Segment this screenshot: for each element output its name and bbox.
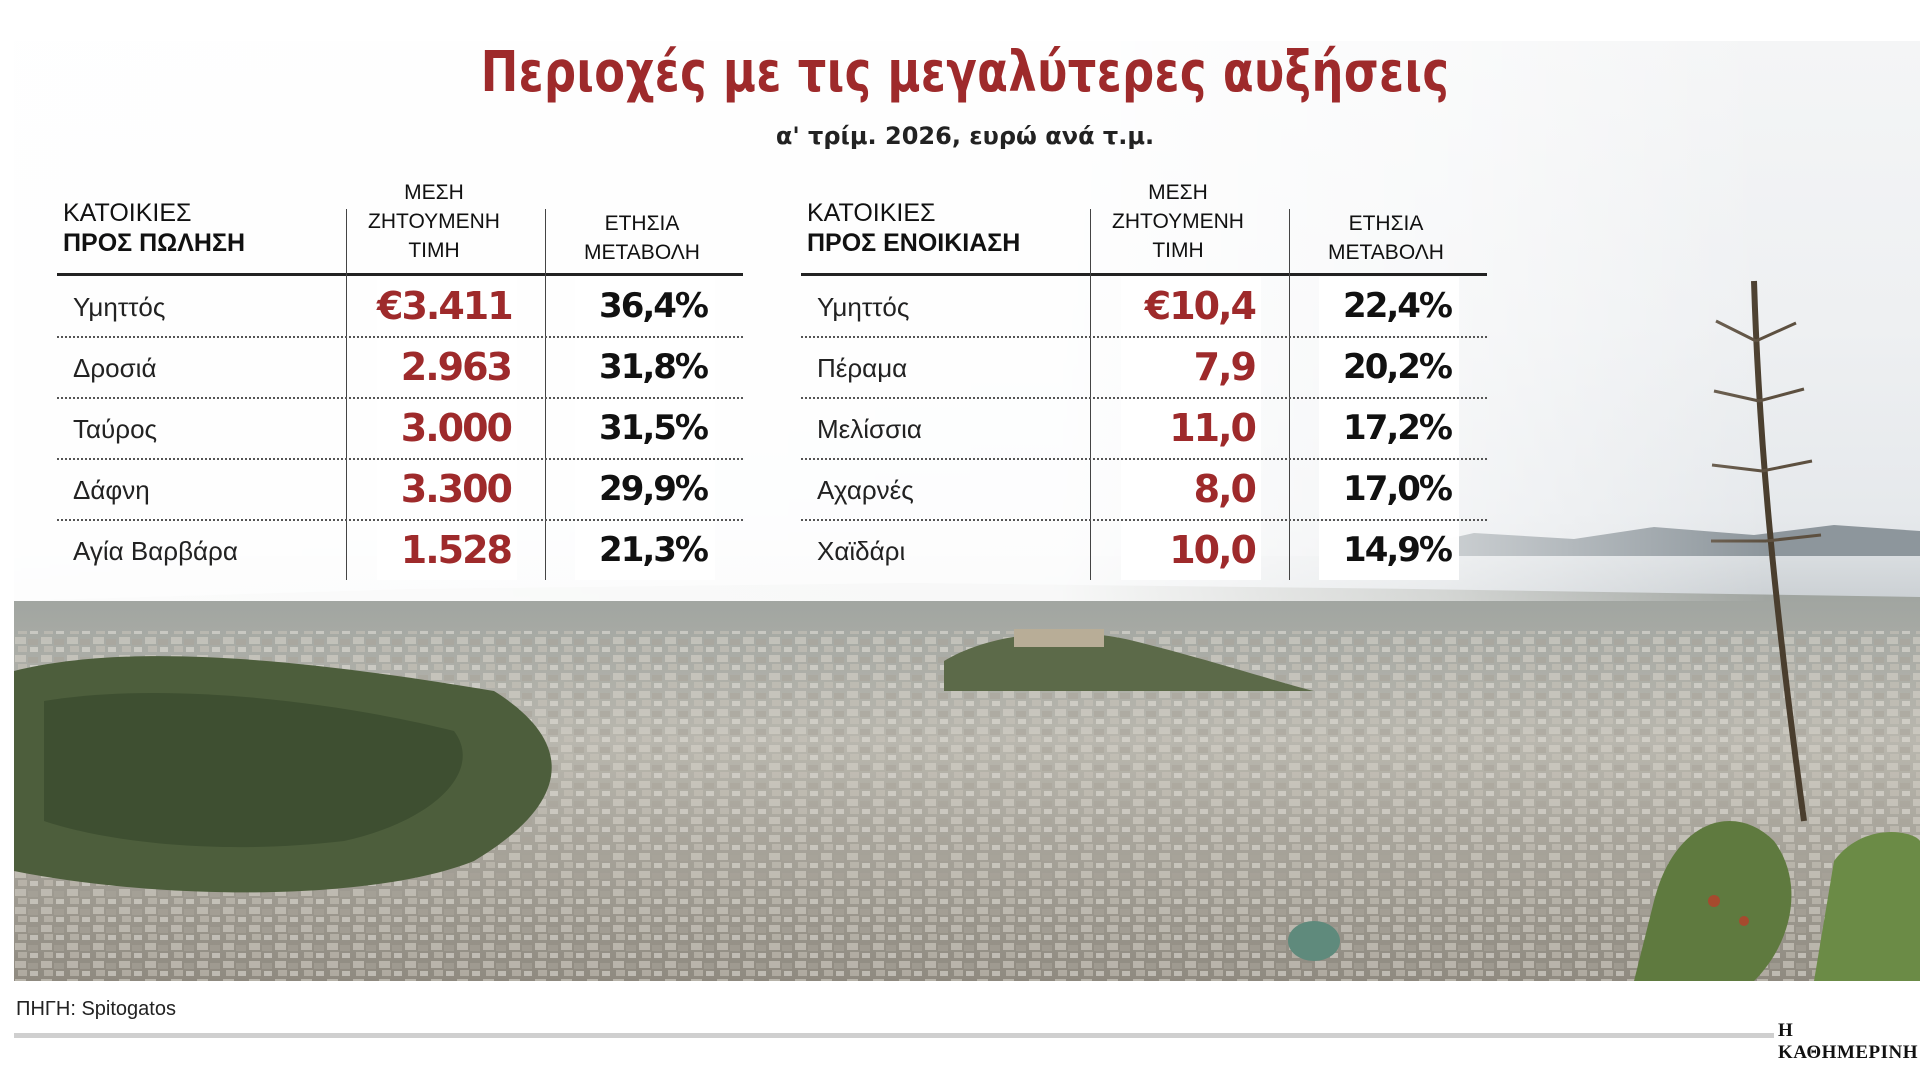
rent-change-column-header: ΕΤΗΣΙΑ ΜΕΤΑΒΟΛΗ [1286, 209, 1486, 267]
rent-heading-line2: ΠΡΟΣ ΕΝΟΙΚΙΑΣΗ [807, 229, 1021, 257]
rent-price-header-line2: ΖΗΤΟΥΜΕΝΗ [1112, 210, 1244, 233]
sale-column-divider-1 [346, 209, 347, 580]
table-row: Αγία Βαρβάρα 1.528 21,3% [57, 521, 743, 580]
table-row: Πέραμα 7,9 20,2% [801, 338, 1487, 399]
area-name: Αχαρνές [817, 475, 914, 505]
area-name: Χαϊδάρι [817, 536, 906, 566]
area-name: Ταύρος [73, 414, 158, 444]
annual-change: 14,9% [1319, 521, 1459, 580]
rent-table-heading: ΚΑΤΟΙΚΙΕΣ ΠΡΟΣ ΕΝΟΙΚΙΑΣΗ [807, 198, 1020, 258]
asking-rent: 7,9 [1121, 338, 1261, 397]
table-row: Δάφνη 3.300 29,9% [57, 460, 743, 521]
annual-change: 31,8% [575, 338, 715, 397]
asking-price: 2.963 [377, 338, 517, 397]
sale-table-body: Υμηττός €3.411 36,4% Δροσιά 2.963 31,8% … [57, 277, 743, 580]
sale-table: ΚΑΤΟΙΚΙΕΣ ΠΡΟΣ ΠΩΛΗΣΗ ΜΕΣΗ ΖΗΤΟΥΜΕΝΗ ΤΙΜ… [57, 176, 743, 580]
sale-change-header-line1: ΕΤΗΣΙΑ [604, 212, 680, 235]
rent-column-divider-2 [1289, 209, 1290, 580]
rent-table: ΚΑΤΟΙΚΙΕΣ ΠΡΟΣ ΕΝΟΙΚΙΑΣΗ ΜΕΣΗ ΖΗΤΟΥΜΕΝΗ … [801, 176, 1487, 580]
rent-column-divider-1 [1090, 209, 1091, 580]
area-name: Υμηττός [817, 292, 910, 322]
annual-change: 31,5% [575, 399, 715, 458]
publisher-brand: Η ΚΑΘΗΜΕΡΙΝΗ [1778, 1020, 1919, 1063]
annual-change: 17,0% [1319, 460, 1459, 519]
area-name: Δροσιά [73, 353, 157, 383]
sale-price-column-header: ΜΕΣΗ ΖΗΤΟΥΜΕΝΗ ΤΙΜΗ [349, 178, 519, 265]
rent-table-header: ΚΑΤΟΙΚΙΕΣ ΠΡΟΣ ΕΝΟΙΚΙΑΣΗ ΜΕΣΗ ΖΗΤΟΥΜΕΝΗ … [801, 176, 1487, 276]
annual-change: 17,2% [1319, 399, 1459, 458]
asking-price: 1.528 [377, 521, 517, 580]
source-credit: ΠΗΓΗ: Spitogatos [16, 998, 176, 1020]
sale-header-rule [57, 273, 743, 276]
area-name: Μελίσσια [817, 414, 922, 444]
annual-change: 36,4% [575, 277, 715, 336]
sale-table-heading: ΚΑΤΟΙΚΙΕΣ ΠΡΟΣ ΠΩΛΗΣΗ [63, 198, 245, 258]
asking-price: 3.000 [377, 399, 517, 458]
annual-change: 20,2% [1319, 338, 1459, 397]
page-subtitle: α' τρίμ. 2026, ευρώ ανά τ.μ. [775, 122, 1155, 150]
page-title: Περιοχές με τις μεγαλύτερες αυξήσεις [480, 40, 1450, 105]
annual-change: 29,9% [575, 460, 715, 519]
rent-price-column-header: ΜΕΣΗ ΖΗΤΟΥΜΕΝΗ ΤΙΜΗ [1093, 178, 1263, 265]
asking-price: €3.411 [377, 277, 517, 336]
footer-rule [14, 1033, 1774, 1038]
sale-change-column-header: ΕΤΗΣΙΑ ΜΕΤΑΒΟΛΗ [542, 209, 742, 267]
asking-rent: 8,0 [1121, 460, 1261, 519]
sale-table-header: ΚΑΤΟΙΚΙΕΣ ΠΡΟΣ ΠΩΛΗΣΗ ΜΕΣΗ ΖΗΤΟΥΜΕΝΗ ΤΙΜ… [57, 176, 743, 276]
sale-change-header-line2: ΜΕΤΑΒΟΛΗ [584, 241, 700, 264]
asking-price: 3.300 [377, 460, 517, 519]
table-row: Αχαρνές 8,0 17,0% [801, 460, 1487, 521]
annual-change: 22,4% [1319, 277, 1459, 336]
sale-column-divider-2 [545, 209, 546, 580]
rent-table-body: Υμηττός €10,4 22,4% Πέραμα 7,9 20,2% Μελ… [801, 277, 1487, 580]
area-name: Πέραμα [817, 353, 908, 383]
asking-rent: 11,0 [1121, 399, 1261, 458]
background-fade [14, 41, 1920, 601]
table-row: Χαϊδάρι 10,0 14,9% [801, 521, 1487, 580]
table-row: Μελίσσια 11,0 17,2% [801, 399, 1487, 460]
sale-heading-line2: ΠΡΟΣ ΠΩΛΗΣΗ [63, 229, 246, 257]
asking-rent: 10,0 [1121, 521, 1261, 580]
rent-change-header-line2: ΜΕΤΑΒΟΛΗ [1328, 241, 1444, 264]
area-name: Υμηττός [73, 292, 166, 322]
sale-heading-line1: ΚΑΤΟΙΚΙΕΣ [63, 199, 192, 227]
rent-heading-line1: ΚΑΤΟΙΚΙΕΣ [807, 199, 936, 227]
sale-price-header-line2: ΖΗΤΟΥΜΕΝΗ [368, 210, 500, 233]
sale-price-header-line1: ΜΕΣΗ [404, 181, 464, 204]
area-name: Αγία Βαρβάρα [73, 536, 238, 566]
table-row: Ταύρος 3.000 31,5% [57, 399, 743, 460]
area-name: Δάφνη [73, 475, 150, 505]
rent-change-header-line1: ΕΤΗΣΙΑ [1348, 212, 1424, 235]
table-row: Υμηττός €3.411 36,4% [57, 277, 743, 338]
rent-header-rule [801, 273, 1487, 276]
table-row: Δροσιά 2.963 31,8% [57, 338, 743, 399]
annual-change: 21,3% [575, 521, 715, 580]
sale-price-header-line3: ΤΙΜΗ [408, 239, 460, 262]
rent-price-header-line1: ΜΕΣΗ [1148, 181, 1208, 204]
asking-rent: €10,4 [1121, 277, 1261, 336]
table-row: Υμηττός €10,4 22,4% [801, 277, 1487, 338]
rent-price-header-line3: ΤΙΜΗ [1152, 239, 1204, 262]
